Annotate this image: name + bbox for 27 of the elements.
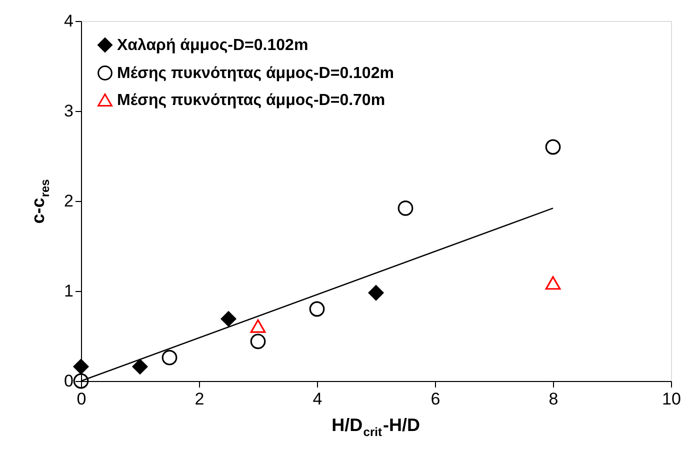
point — [73, 373, 89, 389]
point — [545, 276, 561, 290]
point — [368, 285, 384, 300]
x-tick-label: 4 — [312, 390, 322, 408]
point — [162, 350, 178, 366]
x-tick-label: 6 — [430, 390, 440, 408]
point — [250, 319, 266, 333]
x-tick-label: 8 — [548, 390, 558, 408]
legend-label: Μέσης πυκνότητας άμμος-D=0.102m — [117, 65, 394, 82]
x-tick-label: 10 — [662, 390, 681, 408]
legend-label: Μέσης πυκνότητας άμμος-D=0.70m — [117, 92, 386, 109]
point — [398, 200, 414, 216]
y-tick-label: 2 — [64, 192, 74, 210]
point — [73, 358, 89, 374]
point — [250, 334, 266, 350]
y-tick-label: 4 — [64, 12, 74, 30]
y-tick-label: 1 — [64, 282, 74, 300]
x-tick-label: 2 — [194, 390, 204, 408]
x-tick-label: 0 — [76, 390, 86, 408]
legend-label: Χαλαρή άμμος-D=0.102m — [117, 37, 308, 54]
point — [220, 311, 236, 327]
y-tick-label: 0 — [64, 372, 74, 390]
point — [132, 358, 148, 374]
y-axis-title: c-cres — [28, 178, 52, 224]
point — [309, 301, 325, 317]
y-tick-label: 3 — [64, 102, 74, 120]
point — [545, 139, 561, 155]
